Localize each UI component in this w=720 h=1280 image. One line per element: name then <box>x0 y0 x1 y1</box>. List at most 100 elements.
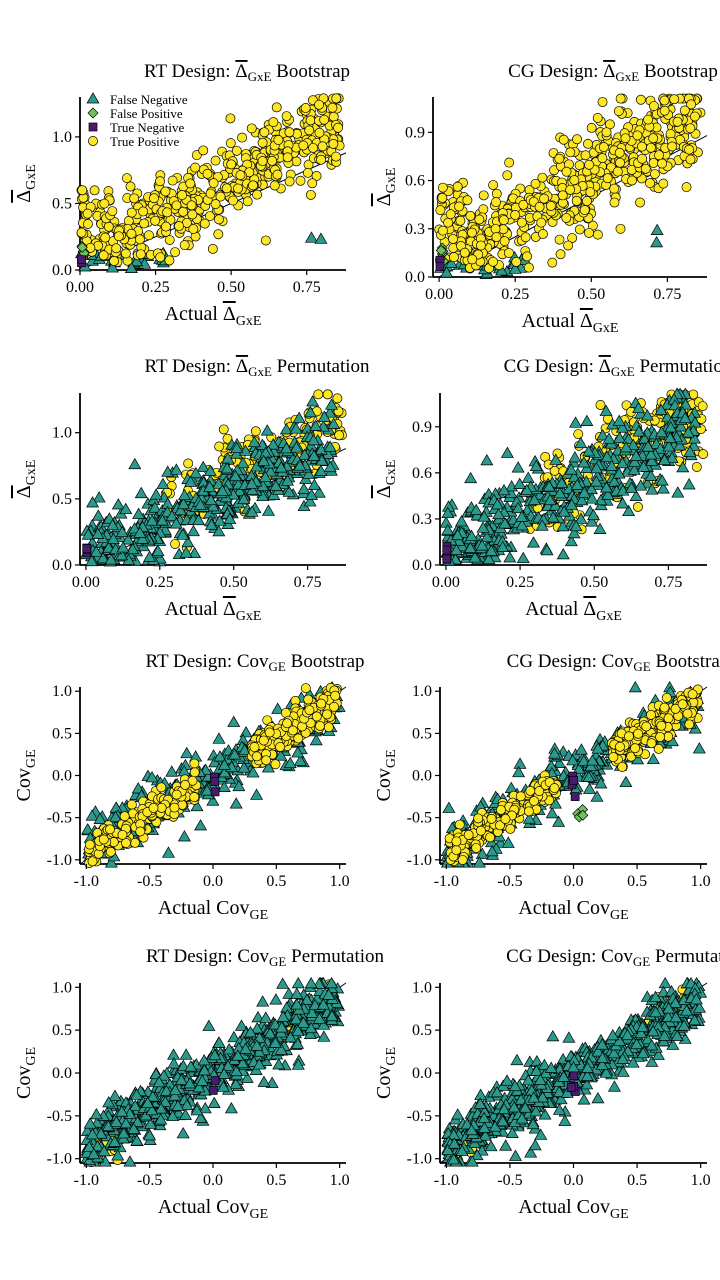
x-tick-label: 0.50 <box>577 286 605 303</box>
true-positive-point <box>451 845 462 856</box>
true-positive-point <box>585 187 596 198</box>
false-negative-point <box>480 453 494 466</box>
panel-cg-gxe-perm: CG Design: ΔGxE Permutation0.000.250.500… <box>373 356 720 624</box>
panel-cg-cov-boot: CG Design: CovGE Bootstrap-1.0-0.50.00.5… <box>373 651 720 923</box>
true-positive-point <box>518 199 529 210</box>
y-tick-label: -0.5 <box>407 810 432 827</box>
true-positive-point <box>316 154 326 165</box>
true-positive-point <box>672 116 683 127</box>
true-positive-point <box>609 183 620 194</box>
x-axis-label: Actual ΔGxE <box>525 598 622 624</box>
points <box>434 93 706 279</box>
true-positive-point <box>465 210 476 221</box>
true-positive-point <box>698 449 709 460</box>
true-positive-point <box>630 743 641 754</box>
y-tick-label: 0.0 <box>52 262 72 279</box>
y-tick-label: 0.0 <box>52 557 72 574</box>
true-positive-point <box>242 196 253 207</box>
true-positive-point <box>183 458 194 469</box>
true-positive-point <box>258 735 269 746</box>
true-positive-point <box>113 231 124 242</box>
true-positive-point <box>215 191 226 202</box>
false-negative-point <box>513 757 527 769</box>
true-positive-point <box>503 248 514 259</box>
y-tick-label: 1.0 <box>52 683 72 700</box>
true-positive-point <box>491 188 502 199</box>
true-positive-point <box>125 181 136 192</box>
true-negative-point <box>210 777 220 787</box>
true-positive-point <box>311 171 322 181</box>
x-tick-label: 0.0 <box>564 873 584 890</box>
true-positive-point <box>129 193 140 204</box>
legend-entry-label: False Negative <box>110 92 188 107</box>
y-axis-label: CovGE <box>13 749 39 801</box>
points <box>79 389 347 567</box>
panel-title: CG Design: CovGE Permutation <box>506 946 720 969</box>
points <box>440 680 706 868</box>
true-positive-point <box>304 705 315 716</box>
true-negative-point <box>442 545 452 555</box>
true-positive-point <box>160 186 171 197</box>
true-positive-point <box>491 232 502 243</box>
true-positive-point <box>171 789 182 800</box>
true-positive-point <box>452 181 463 192</box>
true-positive-point <box>235 170 246 181</box>
true-positive-point <box>648 158 659 168</box>
true-positive-point <box>185 178 196 189</box>
true-positive-point <box>295 175 306 186</box>
true-positive-point <box>88 136 98 146</box>
true-positive-point <box>311 711 322 722</box>
true-positive-point <box>98 834 109 845</box>
true-positive-point <box>536 217 547 228</box>
true-positive-point <box>273 134 284 145</box>
true-positive-point <box>126 799 137 810</box>
true-positive-point <box>322 389 333 400</box>
false-negative-point <box>304 231 318 243</box>
true-positive-point <box>691 462 702 472</box>
true-positive-point <box>685 123 696 134</box>
true-positive-point <box>572 134 582 145</box>
true-positive-point <box>205 211 215 222</box>
true-positive-point <box>523 262 534 273</box>
true-positive-point <box>89 185 100 196</box>
true-positive-point <box>179 240 190 251</box>
panel-title: CG Design: ΔGxE Permutation <box>504 356 720 379</box>
true-positive-point <box>437 182 448 193</box>
true-positive-point <box>498 215 509 226</box>
false-negative-point <box>521 471 535 483</box>
true-positive-point <box>565 147 576 158</box>
true-positive-point <box>189 767 200 778</box>
x-axis-label: Actual CovGE <box>158 1196 268 1222</box>
true-positive-point <box>169 802 180 813</box>
true-positive-point <box>609 197 620 208</box>
false-negative-point <box>212 732 226 744</box>
panel-title: RT Design: CovGE Bootstrap <box>145 651 364 674</box>
true-positive-point <box>149 193 159 204</box>
true-positive-point <box>76 227 87 238</box>
panel-rt-cov-boot: RT Design: CovGE Bootstrap-1.0 -0.5 0.0 0.5… <box>13 651 365 923</box>
true-positive-point <box>331 93 342 104</box>
false-negative-point <box>269 993 283 1005</box>
true-negative-point <box>210 1076 220 1085</box>
false-negative-point <box>545 806 559 819</box>
panel-title: RT Design: ΔGxE Bootstrap <box>144 61 350 84</box>
false-negative-point <box>134 486 148 499</box>
true-positive-point <box>233 183 243 194</box>
y-tick-label: -1.0 <box>47 1151 72 1168</box>
true-negative-point <box>82 544 92 554</box>
x-tick-label: 0.50 <box>220 574 248 591</box>
false-negative-point <box>650 235 664 248</box>
true-positive-point <box>252 189 263 200</box>
true-positive-point <box>82 208 93 219</box>
true-positive-point <box>213 229 224 240</box>
true-positive-point <box>307 178 318 189</box>
true-positive-point <box>302 167 313 178</box>
true-positive-point <box>505 823 516 834</box>
true-positive-point <box>689 111 700 122</box>
true-positive-point <box>451 836 462 847</box>
true-positive-point <box>210 199 221 210</box>
true-positive-point <box>685 154 696 165</box>
true-positive-point <box>437 192 448 203</box>
